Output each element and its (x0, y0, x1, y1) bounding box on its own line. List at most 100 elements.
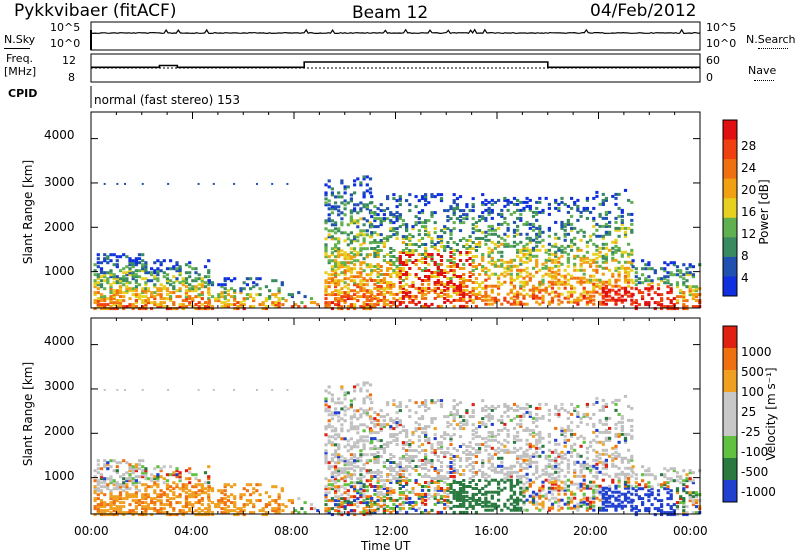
power-cell (509, 212, 513, 216)
velocity-cell (144, 475, 148, 479)
power-cell (376, 255, 380, 258)
power-cell (334, 201, 338, 205)
velocity-cell (112, 495, 116, 499)
power-cell (563, 282, 567, 286)
power-cell (376, 263, 380, 266)
velocity-cell (398, 475, 402, 478)
power-cb-tick-28: 28 (741, 139, 757, 153)
velocity-cell (343, 445, 347, 449)
velocity-cell (465, 506, 469, 510)
velocity-cell (528, 482, 532, 486)
power-cell (99, 297, 104, 301)
velocity-cell (370, 439, 374, 443)
power-cell (576, 296, 580, 300)
power-cell (178, 305, 182, 309)
velocity-cell (535, 442, 539, 446)
velocity-cell (481, 423, 485, 427)
velocity-cell (417, 451, 421, 454)
power-cell (452, 257, 456, 260)
power-cell (264, 307, 268, 311)
power-cell (656, 301, 661, 305)
velocity-cell (525, 442, 529, 446)
power-cell (500, 214, 504, 218)
power-cell (337, 229, 341, 233)
power-cell (563, 222, 567, 226)
power-cell (93, 293, 97, 297)
velocity-cell (389, 453, 393, 456)
power-cell (490, 290, 494, 294)
velocity-cell (169, 485, 173, 489)
power-cell (365, 303, 369, 307)
power-cell (620, 264, 624, 268)
power-cell (617, 298, 621, 302)
velocity-cell (519, 480, 523, 484)
power-cell (392, 227, 396, 231)
velocity-cell (156, 477, 160, 481)
power-cell (573, 242, 577, 246)
velocity-cell (414, 469, 418, 472)
power-cell (487, 210, 491, 214)
velocity-cell (356, 409, 360, 413)
power-cell (203, 285, 208, 289)
power-cell (644, 279, 648, 283)
velocity-cell (223, 485, 227, 489)
velocity-cell (430, 451, 434, 454)
velocity-cell (324, 433, 328, 437)
power-cell (373, 251, 377, 254)
power-cell (131, 259, 135, 263)
power-cell (362, 293, 366, 297)
power-cell (647, 293, 651, 297)
power-cell (554, 254, 558, 258)
velocity-cell (439, 465, 444, 468)
velocity-cell (334, 443, 338, 447)
power-cell (379, 265, 383, 268)
velocity-cell (109, 475, 113, 479)
velocity-cell (112, 483, 116, 487)
power-cell (424, 203, 428, 207)
velocity-cell (433, 437, 437, 441)
power-cell (118, 287, 123, 291)
velocity-cell (538, 488, 542, 492)
velocity-cell (150, 473, 154, 477)
velocity-cell (500, 442, 504, 446)
power-cell (541, 282, 545, 286)
velocity-cell (512, 440, 517, 444)
power-cell (576, 204, 580, 208)
power-cb-tick-20: 20 (741, 183, 757, 197)
power-cell (685, 267, 689, 271)
power-cell (365, 219, 369, 223)
power-cell (362, 287, 366, 291)
velocity-cell (373, 447, 377, 450)
velocity-cell (455, 455, 459, 458)
velocity-cell (535, 468, 539, 472)
power-cell (455, 205, 459, 209)
power-cell (188, 303, 192, 307)
velocity-cell (362, 383, 366, 387)
velocity-cell (449, 485, 453, 488)
power-cell (134, 259, 138, 263)
power-cell (503, 198, 507, 202)
power-cell (608, 278, 612, 282)
power-cell (506, 272, 510, 276)
power-cell (592, 274, 596, 278)
power-cell (337, 209, 341, 213)
power-cell (362, 177, 366, 181)
velocity-cell (191, 485, 195, 489)
velocity-cell (389, 433, 393, 437)
velocity-cell (395, 425, 399, 429)
velocity-cell (395, 421, 399, 425)
power-cell (449, 261, 453, 264)
power-cell (137, 257, 142, 261)
velocity-cell (122, 511, 126, 515)
velocity-cell (103, 485, 107, 489)
velocity-cell (162, 465, 166, 469)
power-cell (598, 286, 602, 290)
velocity-cell (493, 478, 497, 482)
power-cell (433, 195, 437, 199)
power-cell (343, 295, 347, 299)
velocity-cell (392, 433, 396, 437)
power-cell (203, 281, 208, 285)
velocity-cell (547, 472, 551, 476)
velocity-cell (376, 487, 380, 490)
velocity-cell (487, 418, 491, 422)
